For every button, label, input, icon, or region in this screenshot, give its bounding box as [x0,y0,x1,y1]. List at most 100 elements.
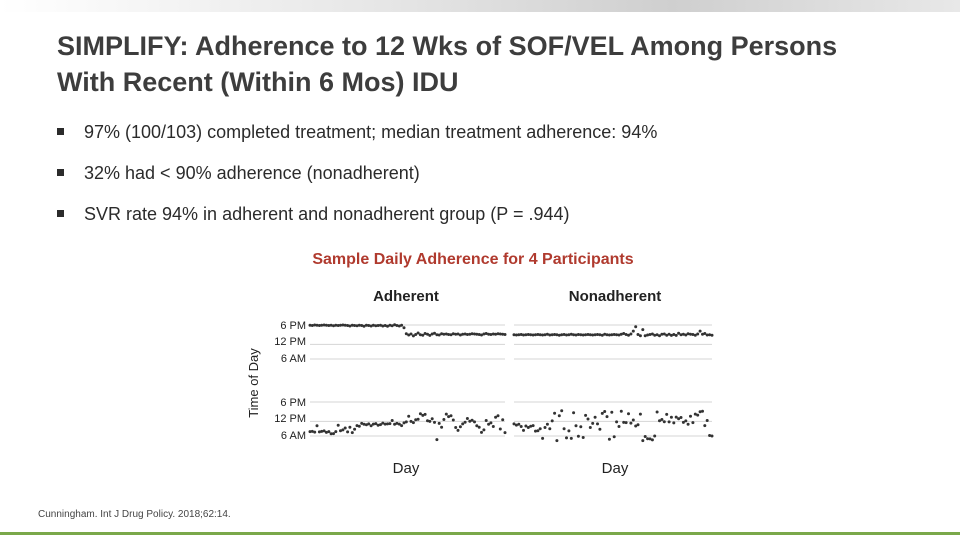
data-point-participant-2 [400,424,404,428]
y-tick-label: 6 PM [280,397,306,409]
data-point-participant-1 [310,324,314,327]
data-point-participant-2 [465,417,469,420]
data-point-participant-4 [615,420,619,424]
data-point-participant-2 [480,430,483,434]
data-point-participant-3 [553,333,557,336]
data-point-participant-4 [677,417,681,421]
data-point-participant-4 [596,422,599,426]
data-point-participant-2 [491,425,495,428]
data-point-participant-3 [622,332,626,335]
data-point-participant-4 [701,409,704,413]
data-point-participant-3 [629,332,633,336]
data-point-participant-4 [658,419,661,423]
data-point-participant-4 [689,414,692,418]
data-point-participant-2 [374,422,378,426]
data-point-participant-2 [437,421,441,425]
data-point-participant-1 [383,324,387,327]
data-point-participant-3 [596,333,599,336]
data-point-participant-2 [433,420,436,424]
slide-title: SIMPLIFY: Adherence to 12 Wks of SOF/VEL… [57,28,917,100]
data-point-participant-4 [696,413,700,417]
data-point-participant-4 [555,439,559,443]
data-point-participant-3 [669,333,673,337]
data-point-participant-1 [465,333,469,336]
data-point-participant-1 [411,334,415,338]
data-point-participant-1 [489,333,493,336]
data-point-participant-1 [437,333,441,337]
data-point-participant-4 [698,410,702,414]
data-point-participant-1 [473,332,476,336]
data-point-participant-4 [574,424,578,428]
data-point-participant-2 [395,421,399,425]
data-point-participant-3 [641,328,645,332]
data-point-participant-4 [600,411,604,415]
data-point-participant-3 [636,333,640,336]
data-point-participant-3 [522,333,525,337]
data-point-participant-2 [470,418,474,422]
data-point-participant-4 [562,427,566,431]
data-point-participant-3 [603,332,607,336]
data-point-participant-1 [369,324,373,328]
data-point-participant-4 [565,436,568,440]
data-point-participant-3 [541,333,545,337]
data-point-participant-4 [531,424,535,428]
data-point-participant-4 [522,428,525,432]
data-point-participant-4 [524,424,528,428]
data-point-participant-1 [322,323,326,327]
data-point-participant-3 [531,333,535,337]
data-point-participant-2 [322,429,326,433]
data-point-participant-2 [435,438,439,442]
data-point-participant-2 [501,418,505,422]
data-point-participant-2 [343,426,347,430]
data-point-participant-2 [475,424,479,428]
data-point-participant-4 [643,435,647,438]
data-point-participant-2 [346,430,350,434]
data-point-participant-2 [388,422,392,426]
data-point-participant-2 [313,430,317,434]
data-point-participant-2 [458,425,462,429]
data-point-participant-3 [598,333,602,337]
data-point-participant-2 [447,415,451,419]
data-point-participant-4 [648,437,652,441]
data-point-participant-3 [576,333,580,336]
data-point-participant-1 [458,333,462,337]
data-point-participant-1 [421,333,425,337]
data-point-participant-1 [388,323,392,327]
data-point-participant-3 [512,333,516,337]
data-point-participant-3 [665,333,669,337]
data-point-participant-4 [679,416,683,419]
data-point-participant-2 [498,427,502,431]
bottom-accent-bar [0,532,960,535]
data-point-participant-4 [534,429,537,433]
data-point-participant-4 [622,420,626,424]
data-point-participant-1 [308,323,312,327]
data-point-participant-4 [631,418,635,422]
data-point-participant-1 [376,324,380,327]
bullet-list: 97% (100/103) completed treatment; media… [57,120,937,243]
data-point-participant-1 [397,324,401,328]
data-point-participant-1 [423,332,427,335]
data-point-participant-2 [463,420,467,424]
data-point-participant-2 [362,422,366,426]
data-point-participant-2 [494,415,498,419]
data-point-participant-2 [411,421,415,425]
data-point-participant-2 [409,419,413,423]
data-point-participant-3 [591,333,595,337]
data-point-participant-3 [631,329,635,333]
data-point-participant-1 [386,324,389,328]
data-point-participant-2 [324,430,328,434]
data-point-participant-2 [454,426,458,429]
data-point-participant-3 [705,333,709,337]
data-point-participant-4 [636,423,640,427]
data-point-participant-2 [334,430,338,434]
data-point-participant-3 [624,333,628,336]
data-point-participant-3 [588,333,592,337]
y-tick-label: 12 PM [274,336,306,348]
data-point-participant-2 [383,422,387,426]
bullet-text: 97% (100/103) completed treatment; media… [84,122,658,142]
data-point-participant-1 [332,324,335,328]
data-point-participant-3 [524,333,528,337]
data-point-participant-4 [519,425,523,428]
data-point-participant-1 [329,323,333,327]
data-point-participant-4 [619,409,623,413]
